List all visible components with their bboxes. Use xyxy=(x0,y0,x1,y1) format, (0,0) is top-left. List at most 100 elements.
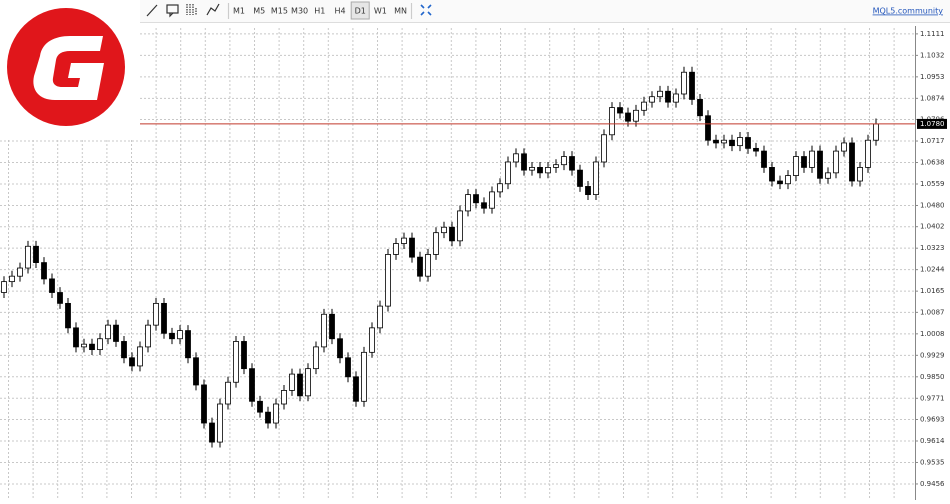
candle-body xyxy=(585,186,591,196)
logo xyxy=(7,8,125,126)
y-tick-label: 1.0402 xyxy=(920,223,945,231)
candle-body xyxy=(81,343,87,348)
logo-letter xyxy=(33,36,104,100)
candle-body xyxy=(633,109,639,122)
candle-body xyxy=(553,164,559,168)
candle-body xyxy=(385,254,391,307)
timeframe-button[interactable]: D1 xyxy=(355,7,366,16)
candle-body xyxy=(761,150,767,168)
candle-body xyxy=(745,137,751,149)
candle-body xyxy=(73,327,79,348)
candle-body xyxy=(649,96,655,103)
candle-body xyxy=(369,327,375,353)
candle-body xyxy=(65,302,71,329)
candle-body xyxy=(569,156,575,171)
candle-body xyxy=(817,150,823,179)
candle-body xyxy=(809,150,815,168)
candle-body xyxy=(641,101,647,111)
candle-body xyxy=(145,324,151,348)
candle-body xyxy=(273,403,279,424)
y-tick-label: 0.9614 xyxy=(920,437,945,445)
candle-body xyxy=(857,167,863,182)
fullscreen-button[interactable] xyxy=(420,4,432,16)
timeframe-button[interactable]: M1 xyxy=(233,7,245,16)
timeframe-button[interactable]: MN xyxy=(394,7,407,16)
candle-body xyxy=(393,243,399,255)
candle-body xyxy=(289,373,295,391)
candle-body xyxy=(801,156,807,168)
y-tick-label: 1.0953 xyxy=(920,73,945,81)
candle-body xyxy=(785,175,791,185)
line-tool[interactable] xyxy=(146,4,158,17)
y-tick-label: 0.9535 xyxy=(920,458,945,466)
candle-body xyxy=(521,153,527,171)
candle-body xyxy=(49,278,55,293)
candle-body xyxy=(201,384,207,424)
candle-body xyxy=(729,139,735,147)
vertical-grid xyxy=(0,26,915,500)
timeframe-button[interactable]: H1 xyxy=(314,7,325,16)
candle-body xyxy=(33,245,39,263)
y-tick-label: 0.9771 xyxy=(920,394,945,402)
candle-body xyxy=(665,90,671,103)
candle-body xyxy=(601,134,607,163)
candle-body xyxy=(353,376,359,402)
candle-body xyxy=(657,90,663,98)
timeframe-button[interactable]: H4 xyxy=(334,7,345,16)
candle-body xyxy=(281,390,287,405)
candle-body xyxy=(561,156,567,166)
candle-body xyxy=(409,237,415,258)
candle-body xyxy=(441,226,447,234)
candle-body xyxy=(433,232,439,255)
candle-body xyxy=(537,167,543,174)
timeframe-button[interactable]: M5 xyxy=(253,7,265,16)
candle-body xyxy=(513,153,519,163)
candle-body xyxy=(241,341,247,370)
timeframe-button[interactable]: M15 xyxy=(271,7,288,16)
wave-tool[interactable] xyxy=(206,3,220,16)
candle-body xyxy=(337,338,343,359)
fib-tool[interactable] xyxy=(186,4,197,15)
candle-body xyxy=(185,330,191,359)
toolbar xyxy=(140,0,950,22)
candle-body xyxy=(321,313,327,348)
candle-body xyxy=(865,139,871,168)
candle-body xyxy=(225,381,231,405)
candle-body xyxy=(793,156,799,176)
candle-body xyxy=(129,357,135,367)
candle-body xyxy=(217,403,223,443)
candle-body xyxy=(825,172,831,179)
logo-circle xyxy=(7,8,125,126)
candle-body xyxy=(209,422,215,443)
candle-body xyxy=(457,210,463,242)
candle-body xyxy=(9,275,15,283)
candle-body xyxy=(305,368,311,397)
candle-body xyxy=(377,305,383,329)
candle-body xyxy=(249,368,255,402)
y-tick-label: 1.0008 xyxy=(920,330,945,338)
community-link[interactable]: MQL5.community xyxy=(873,7,944,16)
candle-body xyxy=(449,226,455,242)
timeframe-button[interactable]: M30 xyxy=(291,7,308,16)
timeframe-active xyxy=(350,1,370,20)
candle-body xyxy=(425,254,431,277)
price-label: 1.0780 xyxy=(920,120,945,128)
candle-body xyxy=(673,93,679,103)
candle-body xyxy=(505,161,511,185)
candle-body xyxy=(577,169,583,187)
candle-body xyxy=(417,256,423,277)
candle-body xyxy=(681,71,687,95)
candle-body xyxy=(25,245,31,269)
candle-body xyxy=(401,237,407,244)
candle-body xyxy=(489,191,495,209)
candle-body xyxy=(713,139,719,144)
timeframe-button[interactable]: W1 xyxy=(374,7,387,16)
candle-body xyxy=(689,71,695,100)
candle-body xyxy=(161,302,167,334)
y-tick-label: 1.0165 xyxy=(920,287,945,295)
candle-body xyxy=(313,346,319,370)
y-tick-label: 1.0559 xyxy=(920,180,945,188)
candle-body xyxy=(329,313,335,340)
y-tick-label: 1.0874 xyxy=(920,94,945,102)
timeframe-bar: M1 M5 M15 M30 H1 H4 D1 W1 MN xyxy=(233,1,407,20)
